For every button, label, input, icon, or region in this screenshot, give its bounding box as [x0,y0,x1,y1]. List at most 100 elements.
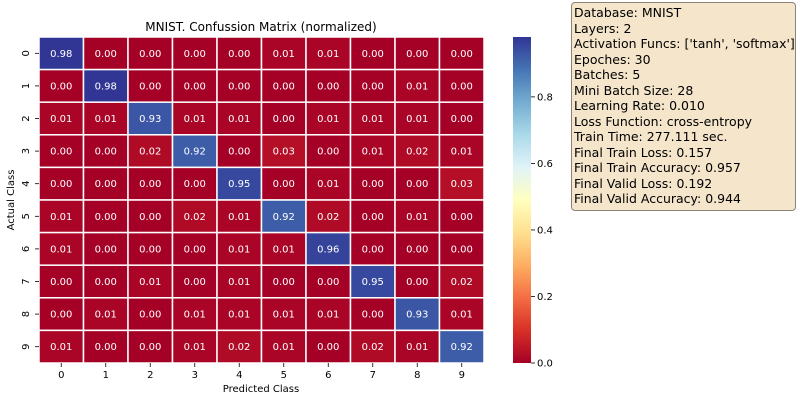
heatmap-cell [216,199,263,234]
y-axis-label: Actual Class [6,170,17,231]
cell-value-label: 0.02 [184,212,206,223]
cell-value-label: 0.92 [451,342,473,353]
info-line: Layers: 2 [574,20,632,36]
heatmap-cell [394,199,441,234]
cell-value-label: 0.00 [362,179,384,190]
cell-value-label: 0.01 [228,212,250,223]
cell-value-label: 0.01 [228,114,250,125]
heatmap-cell [438,297,485,332]
cell-value-label: 0.00 [50,81,72,92]
info-line: Loss Function: cross-entropy [574,113,753,129]
cell-value-label: 0.02 [317,212,339,223]
heatmap-cell [171,231,218,266]
cell-value-label: 0.01 [362,114,384,125]
heatmap-cell [171,68,218,103]
cell-value-label: 0.00 [406,244,428,255]
cell-value-label: 0.92 [184,147,206,158]
heatmap-cell [305,101,352,136]
cell-value-label: 0.01 [228,244,250,255]
cell-value-label: 0.01 [406,342,428,353]
cell-value-label: 0.01 [317,310,339,321]
x-tick-label: 5 [281,370,287,381]
cell-value-label: 0.01 [406,81,428,92]
info-line: Final Valid Loss: 0.192 [574,175,713,191]
cell-value-label: 0.95 [362,277,384,288]
cell-value-label: 0.00 [184,179,206,190]
info-line: Epoches: 30 [574,51,651,67]
cell-value-label: 0.00 [317,147,339,158]
heatmap-cell [127,231,174,266]
cell-value-label: 0.00 [95,212,117,223]
colorbar-ticks: 0.0 0.2 0.4 0.6 0.8 [531,92,553,370]
y-tick-label: 7 [21,278,32,284]
colorbar-tick-label: 0.8 [537,92,553,103]
heatmap-cell [127,166,174,201]
heatmap-cell [349,68,396,103]
cell-value-label: 0.00 [95,277,117,288]
info-line: Batches: 5 [574,67,641,82]
heatmap-cell [38,199,85,234]
cell-value-label: 0.01 [184,310,206,321]
heatmap-cell [349,231,396,266]
cell-value-label: 0.01 [362,147,384,158]
heatmap-cell [394,264,441,299]
heatmap-cell [260,68,307,103]
info-line: Train Time: 277.111 sec. [574,129,728,144]
cell-value-label: 0.00 [451,114,473,125]
cell-value-label: 0.00 [273,179,295,190]
y-tick-label: 2 [21,115,32,121]
x-tick-label: 3 [192,370,198,381]
y-tick-label: 6 [21,246,32,252]
heatmap-cell [349,101,396,136]
heatmap-cell [82,134,129,169]
heatmap-cell [438,101,485,136]
cell-value-label: 0.01 [95,310,117,321]
colorbar-tick-label: 0.4 [537,225,553,236]
heatmap-cell [394,166,441,201]
cell-value-label: 0.01 [406,212,428,223]
info-line: Activation Funcs: ['tanh', 'softmax'] [574,36,795,51]
cell-value-label: 0.01 [273,310,295,321]
info-line: Final Train Accuracy: 0.957 [574,160,741,175]
cell-value-label: 0.00 [362,212,384,223]
x-tick-label: 0 [58,370,64,381]
heatmap-cell [305,68,352,103]
cell-value-label: 0.01 [184,114,206,125]
heatmap-cell [394,297,441,332]
cell-value-label: 0.92 [273,212,295,223]
colorbar-tick-label: 0.6 [537,159,553,170]
cell-value-label: 0.00 [317,81,339,92]
cell-value-label: 0.00 [139,244,161,255]
cell-value-label: 0.00 [184,244,206,255]
heatmap-cell [38,68,85,103]
y-axis-ticks: 0 1 2 3 4 5 6 7 8 9 [21,50,39,350]
cell-value-label: 0.00 [362,81,384,92]
info-line: Database: MNIST [574,5,682,20]
cell-value-label: 0.95 [228,179,250,190]
cell-value-label: 0.00 [50,179,72,190]
y-tick-label: 8 [21,311,32,317]
heatmap-cell [438,231,485,266]
cell-value-label: 0.00 [228,147,250,158]
cell-value-label: 0.00 [273,114,295,125]
cell-value-label: 0.00 [95,179,117,190]
heatmap-cell [349,199,396,234]
cell-value-label: 0.00 [184,49,206,60]
cell-value-label: 0.00 [139,81,161,92]
cell-value-label: 0.93 [406,310,428,321]
cell-value-label: 0.01 [317,114,339,125]
heatmap-cell [216,297,263,332]
y-tick-label: 3 [21,148,32,154]
info-line: Mini Batch Size: 28 [574,82,694,98]
cell-value-label: 0.98 [95,81,117,92]
cell-value-label: 0.02 [139,147,161,158]
training-info-box: Database: MNIST Layers: 2 Activation Funcs… [571,2,796,211]
heatmap-cell [394,36,441,71]
cell-value-label: 0.01 [50,212,72,223]
heatmap-cell [82,199,129,234]
heatmap-cells: 0.98 0.00 0.00 0.00 0.00 0.01 0.01 0.00 0.00 0.00… [38,36,485,364]
cell-value-label: 0.03 [273,147,295,158]
heatmap-cell [216,166,263,201]
cell-value-label: 0.00 [139,49,161,60]
cell-value-label: 0.01 [228,277,250,288]
